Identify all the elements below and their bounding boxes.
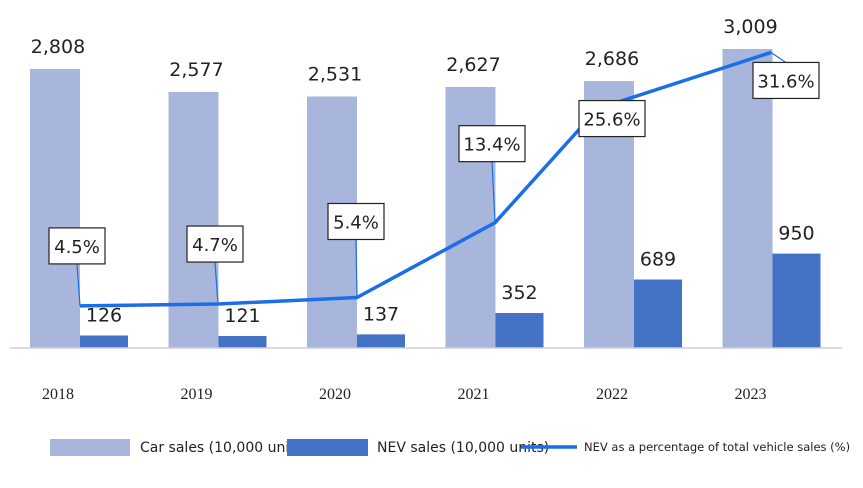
nev-sales-bar — [634, 279, 682, 348]
percentage-value: 4.7% — [192, 235, 238, 256]
leader-line — [770, 51, 787, 63]
legend-item-nev-sales: NEV sales (10,000 units) — [287, 439, 549, 456]
car-sales-value-label: 2,627 — [446, 54, 500, 76]
nev-sales-value-label: 121 — [224, 305, 260, 327]
nev-sales-value-labels: 126 121 137 352 689 950 — [86, 223, 815, 327]
leader-line — [76, 263, 81, 306]
car-sales-value-label: 3,009 — [723, 16, 777, 38]
nev-sales-value-label: 137 — [363, 303, 399, 325]
nev-sales-value-label: 950 — [778, 223, 814, 245]
percentage-box — [48, 227, 106, 265]
year-tick-label: 2023 — [735, 386, 767, 403]
nev-percentage-label: 4.7% — [186, 225, 244, 305]
nev-percentage-line-path — [79, 50, 772, 308]
legend-item-nev-percentage: NEV as a percentage of total vehicle sal… — [521, 440, 850, 454]
car-sales-value-label: 2,686 — [585, 48, 639, 70]
percentage-box — [578, 99, 646, 138]
nev-sales-bar — [772, 253, 821, 348]
nev-percentage-label: 13.4% — [458, 125, 526, 223]
nev-sales-bars — [80, 253, 821, 348]
percentage-box — [186, 225, 244, 263]
nev-percentage-label: 5.4% — [327, 202, 385, 298]
nev-sales-bar — [80, 335, 128, 348]
nev-sales-value-label: 352 — [501, 282, 537, 304]
year-tick-label: 2020 — [319, 386, 351, 403]
year-tick-label: 2021 — [458, 386, 490, 403]
legend-swatch-car-sales — [50, 439, 130, 456]
legend-label-car-sales: Car sales (10,000 units) — [140, 440, 307, 456]
nev-percentage-label: 31.6% — [752, 51, 820, 100]
nev-sales-bar — [218, 335, 267, 348]
nev-sales-value-label: 689 — [640, 249, 676, 271]
car-sales-value-label: 2,531 — [308, 63, 362, 85]
nev-sales-bar — [495, 313, 544, 348]
legend: Car sales (10,000 units) NEV sales (10,00… — [50, 439, 850, 456]
car-sales-value-labels: 2,808 2,577 2,531 2,627 2,686 3,009 — [31, 16, 778, 86]
leader-line — [214, 261, 219, 305]
legend-item-car-sales: Car sales (10,000 units) — [50, 439, 307, 456]
car-sales-value-label: 2,808 — [31, 36, 85, 58]
leader-line — [355, 239, 358, 298]
percentage-box — [458, 125, 526, 163]
percentage-box — [327, 202, 385, 241]
percentage-value: 31.6% — [757, 71, 814, 92]
percentage-value: 4.5% — [54, 237, 100, 258]
nev-sales-bar — [357, 334, 405, 348]
nev-percentage-label: 4.5% — [48, 227, 106, 306]
percentage-value: 13.4% — [463, 135, 520, 156]
car-sales-bar — [30, 68, 80, 348]
nev-percentage-label: 25.6% — [578, 99, 646, 138]
leader-line — [491, 161, 496, 223]
year-tick-label: 2019 — [181, 386, 213, 403]
percentage-value: 25.6% — [583, 110, 640, 131]
percentage-box — [752, 61, 820, 100]
x-axis-tick-labels: 2018 2019 2020 2021 2022 2023 — [42, 386, 767, 403]
legend-swatch-nev-sales — [287, 439, 368, 456]
legend-label-nev-percentage: NEV as a percentage of total vehicle sal… — [584, 440, 850, 454]
car-sales-bar — [168, 91, 219, 349]
nev-percentage-line — [79, 50, 772, 308]
car-sales-value-label: 2,577 — [169, 59, 223, 81]
year-tick-label: 2018 — [42, 386, 74, 403]
percentage-value: 5.4% — [333, 212, 379, 233]
nev-percentage-labels: 4.5% 4.7% 5.4% 13.4% 25.6% 31.6% — [48, 51, 820, 306]
year-tick-label: 2022 — [596, 386, 628, 403]
legend-label-nev-sales: NEV sales (10,000 units) — [377, 440, 549, 456]
nev-sales-value-label: 126 — [86, 304, 122, 326]
